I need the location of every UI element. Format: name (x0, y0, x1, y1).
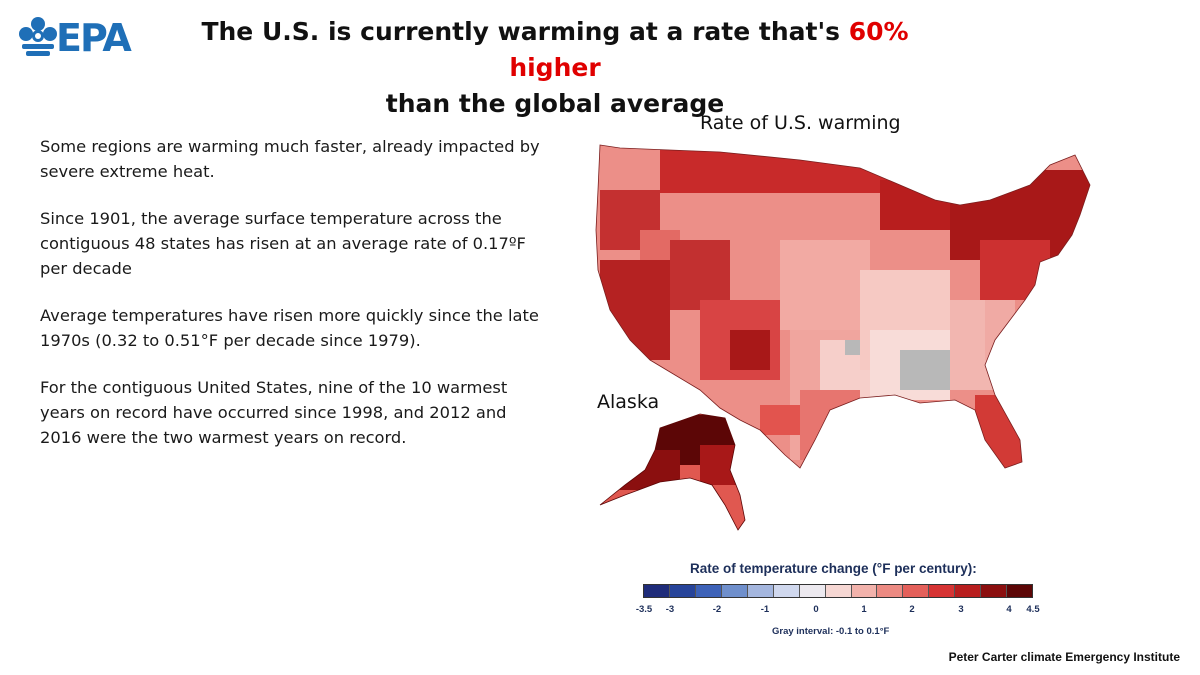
legend-swatch (981, 585, 1008, 597)
legend-swatch (669, 585, 696, 597)
legend-swatch (747, 585, 774, 597)
legend-swatch (773, 585, 800, 597)
legend-swatch (721, 585, 748, 597)
paragraph: Some regions are warming much faster, al… (40, 137, 540, 181)
legend-swatch (644, 585, 670, 597)
legend-gray-note: Gray interval: -0.1 to 0.1°F (772, 626, 890, 637)
epa-flower-icon (19, 17, 57, 56)
map-title: Rate of U.S. warming (700, 112, 901, 134)
legend-tick: -2 (712, 604, 722, 615)
paragraph: For the contiguous United States, nine o… (40, 378, 508, 447)
paragraph: Average temperatures have risen more qui… (40, 306, 539, 350)
alaska-region (600, 414, 745, 530)
legend-tick: 0 (813, 604, 819, 615)
title-part2: than the global average (385, 89, 725, 118)
legend-swatch (903, 585, 930, 597)
text-paragraphs: Some regions are warming much faster, al… (40, 134, 550, 472)
legend-tick: -3 (665, 604, 675, 615)
credit-text: Peter Carter climate Emergency Institute (948, 650, 1180, 664)
legend-title: Rate of temperature change (°F per centu… (690, 561, 977, 576)
legend-swatch (929, 585, 956, 597)
title-part1: The U.S. is currently warming at a rate … (201, 17, 849, 46)
legend-tick: 4 (1006, 604, 1012, 615)
legend-tick: 3 (958, 604, 964, 615)
epa-logo-text: EPA (56, 16, 132, 60)
epa-logo: EPA (18, 14, 132, 64)
page-title: The U.S. is currently warming at a rate … (160, 14, 950, 122)
legend-swatch (955, 585, 982, 597)
legend-tick: 2 (909, 604, 915, 615)
legend-swatch (877, 585, 904, 597)
legend-swatch (851, 585, 878, 597)
legend-swatch (799, 585, 826, 597)
paragraph: Since 1901, the average surface temperat… (40, 209, 526, 278)
legend-color-bar (643, 584, 1033, 598)
alaska-label: Alaska (597, 391, 660, 413)
legend-tick: -1 (760, 604, 770, 615)
legend-tick: 1 (861, 604, 867, 615)
legend-tick: -3.5 (635, 604, 653, 615)
legend-swatch (1007, 585, 1033, 597)
title-highlight: 60% higher (509, 17, 909, 82)
legend-swatch (825, 585, 852, 597)
legend-tick: 4.5 (1026, 604, 1040, 615)
legend-swatch (695, 585, 722, 597)
